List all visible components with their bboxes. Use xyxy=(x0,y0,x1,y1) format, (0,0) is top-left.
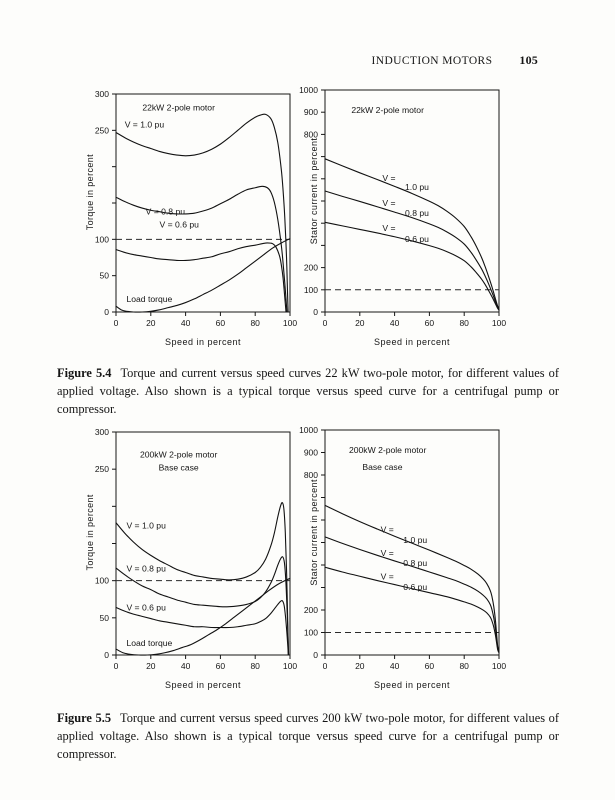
svg-text:100: 100 xyxy=(95,576,109,586)
figure-5-5-caption-text: Torque and current versus speed curves 2… xyxy=(57,711,560,762)
svg-text:0: 0 xyxy=(114,661,119,671)
svg-text:V = 0.8 pu: V = 0.8 pu xyxy=(146,207,186,217)
svg-text:Speed in percent: Speed in percent xyxy=(374,337,450,347)
svg-text:800: 800 xyxy=(304,129,318,139)
svg-text:20: 20 xyxy=(146,318,156,328)
svg-text:22kW 2-pole motor: 22kW 2-pole motor xyxy=(351,105,424,115)
page-number: 105 xyxy=(519,53,538,67)
svg-text:60: 60 xyxy=(216,318,226,328)
svg-text:100: 100 xyxy=(283,661,297,671)
svg-text:40: 40 xyxy=(390,318,400,328)
svg-text:60: 60 xyxy=(425,318,435,328)
svg-text:Speed in percent: Speed in percent xyxy=(165,680,241,690)
svg-text:1000: 1000 xyxy=(299,85,318,95)
svg-text:100: 100 xyxy=(492,318,506,328)
svg-text:22kW 2-pole motor: 22kW 2-pole motor xyxy=(142,103,215,113)
svg-text:0: 0 xyxy=(323,318,328,328)
svg-text:800: 800 xyxy=(304,470,318,480)
svg-text:0.8 pu: 0.8 pu xyxy=(405,208,429,218)
svg-text:100: 100 xyxy=(304,628,318,638)
svg-text:Stator current in percent: Stator current in percent xyxy=(309,138,319,245)
svg-text:200: 200 xyxy=(304,605,318,615)
svg-text:80: 80 xyxy=(459,661,469,671)
svg-text:50: 50 xyxy=(100,271,110,281)
svg-text:Torque in percent: Torque in percent xyxy=(85,154,95,230)
svg-text:50: 50 xyxy=(100,613,110,623)
svg-text:40: 40 xyxy=(390,661,400,671)
svg-text:0.6 pu: 0.6 pu xyxy=(405,234,429,244)
figure-5-4-caption: Figure 5.4 Torque and current versus spee… xyxy=(57,364,559,419)
svg-text:200kW 2-pole motor: 200kW 2-pole motor xyxy=(140,449,218,459)
svg-text:V =: V = xyxy=(382,173,395,183)
svg-text:V = 1.0 pu: V = 1.0 pu xyxy=(126,521,166,531)
figure-5-5-torque-speed-chart: 0 50 100 250 300 0 20 40 60 80 100 Speed in percent… xyxy=(85,427,297,690)
svg-text:250: 250 xyxy=(95,125,109,135)
running-header-title: INDUCTION MOTORS xyxy=(371,55,493,67)
svg-text:80: 80 xyxy=(459,318,469,328)
svg-text:V =: V = xyxy=(381,524,394,534)
svg-text:V = 0.8 pu: V = 0.8 pu xyxy=(126,564,166,574)
svg-text:0: 0 xyxy=(313,307,318,317)
svg-text:V = 0.6 pu: V = 0.6 pu xyxy=(160,220,200,230)
svg-text:V =: V = xyxy=(381,571,394,581)
svg-text:V = 0.6 pu: V = 0.6 pu xyxy=(126,602,166,612)
figure-5-4-caption-text: Torque and current versus speed curves 2… xyxy=(57,366,559,417)
svg-text:0.6 pu: 0.6 pu xyxy=(403,582,427,592)
figure-5-5-caption: Figure 5.5 Torque and current versus spee… xyxy=(57,709,559,764)
figure-5-5-label: Figure 5.5 xyxy=(57,711,112,725)
svg-text:0: 0 xyxy=(104,307,109,317)
svg-text:Load torque: Load torque xyxy=(126,638,172,648)
svg-text:60: 60 xyxy=(216,661,226,671)
figure-5-4-stator-current-chart: 0 100 200 800 900 1000 0 20 40 60 80 100 Speed in pe… xyxy=(299,85,506,347)
svg-text:Torque in percent: Torque in percent xyxy=(85,494,95,570)
svg-text:20: 20 xyxy=(146,661,156,671)
svg-text:V =: V = xyxy=(381,548,394,558)
svg-text:0: 0 xyxy=(114,318,119,328)
svg-text:900: 900 xyxy=(304,107,318,117)
svg-text:0: 0 xyxy=(323,661,328,671)
svg-text:Stator current in percent: Stator current in percent xyxy=(309,479,319,586)
svg-text:100: 100 xyxy=(304,285,318,295)
svg-text:250: 250 xyxy=(95,464,109,474)
figure-5-4-label: Figure 5.4 xyxy=(57,366,112,380)
svg-text:Base case: Base case xyxy=(159,463,199,473)
svg-text:100: 100 xyxy=(95,234,109,244)
svg-text:100: 100 xyxy=(492,661,506,671)
svg-text:900: 900 xyxy=(304,448,318,458)
svg-text:20: 20 xyxy=(355,661,365,671)
svg-text:V = 1.0 pu: V = 1.0 pu xyxy=(125,119,165,129)
svg-text:80: 80 xyxy=(250,661,260,671)
svg-text:Load torque: Load torque xyxy=(126,294,172,304)
svg-text:200: 200 xyxy=(304,263,318,273)
svg-text:40: 40 xyxy=(181,318,191,328)
svg-text:60: 60 xyxy=(425,661,435,671)
svg-text:300: 300 xyxy=(95,427,109,437)
svg-text:80: 80 xyxy=(250,318,260,328)
svg-text:V =: V = xyxy=(382,198,395,208)
svg-text:200kW 2-pole motor: 200kW 2-pole motor xyxy=(349,445,427,455)
svg-text:40: 40 xyxy=(181,661,191,671)
svg-text:1000: 1000 xyxy=(299,425,318,435)
svg-text:100: 100 xyxy=(283,318,297,328)
svg-text:0: 0 xyxy=(313,650,318,660)
svg-text:V =: V = xyxy=(382,223,395,233)
svg-text:0.8 pu: 0.8 pu xyxy=(403,558,427,568)
figure-5-4-torque-speed-chart: 0 50 100 250 300 0 20 40 60 80 100 Speed in percent… xyxy=(85,89,297,347)
svg-text:1.0 pu: 1.0 pu xyxy=(405,182,429,192)
svg-text:300: 300 xyxy=(95,89,109,99)
svg-text:1.0 pu: 1.0 pu xyxy=(403,535,427,545)
svg-text:Speed in percent: Speed in percent xyxy=(165,337,241,347)
figure-5-5-stator-current-chart: 0 100 200 800 900 1000 0 20 40 60 80 100 Speed in pe… xyxy=(299,425,506,690)
running-header: INDUCTION MOTORS 105 xyxy=(372,53,538,68)
svg-text:Base case: Base case xyxy=(362,462,402,472)
svg-text:Speed in percent: Speed in percent xyxy=(374,680,450,690)
svg-text:0: 0 xyxy=(104,650,109,660)
svg-text:20: 20 xyxy=(355,318,365,328)
